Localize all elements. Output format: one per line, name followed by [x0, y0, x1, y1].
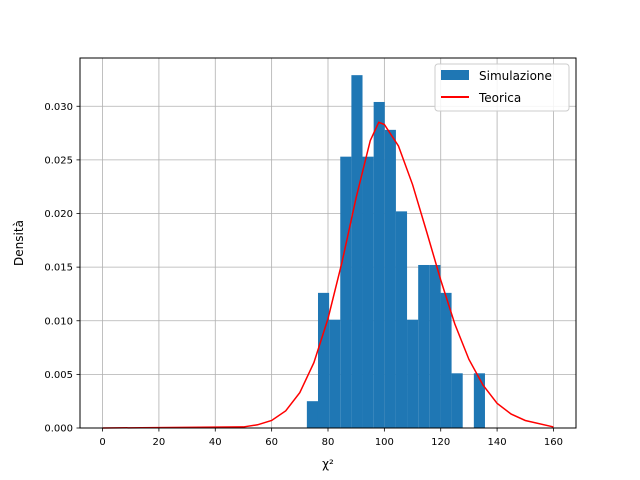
- histogram-bar: [451, 373, 463, 428]
- histogram-bar: [373, 101, 385, 429]
- y-axis-ticks: 0.000 0.005 0.010 0.015 0.020 0.025 0.030: [44, 102, 80, 435]
- x-axis-label: χ²: [322, 457, 334, 471]
- legend-label-teorica: Teorica: [478, 91, 521, 105]
- x-tick-label: 20: [153, 437, 166, 448]
- y-tick-label: 0.030: [44, 102, 73, 113]
- histogram-bars: [306, 75, 485, 429]
- y-axis-label: Densità: [12, 220, 26, 266]
- histogram-bar: [440, 292, 452, 428]
- histogram-bar: [384, 129, 396, 428]
- x-axis-ticks: 0 20 40 60 80 100 120 140 160: [99, 428, 563, 448]
- histogram-bar: [473, 373, 485, 428]
- histogram-bar: [317, 292, 330, 428]
- legend-swatch-simulazione: [441, 70, 469, 80]
- legend-label-simulazione: Simulazione: [479, 69, 552, 83]
- histogram-bar: [351, 75, 363, 428]
- x-tick-label: 100: [375, 437, 394, 448]
- x-tick-label: 40: [209, 437, 222, 448]
- x-tick-label: 140: [488, 437, 507, 448]
- histogram-bar: [340, 156, 352, 428]
- y-tick-label: 0.005: [44, 370, 73, 381]
- y-tick-label: 0.010: [44, 316, 73, 327]
- x-tick-label: 160: [544, 437, 563, 448]
- x-tick-label: 0: [99, 437, 105, 448]
- histogram-bar: [362, 156, 374, 428]
- y-tick-label: 0.015: [44, 263, 73, 274]
- histogram-bar: [306, 401, 318, 428]
- histogram-bar: [395, 211, 408, 428]
- x-tick-label: 60: [265, 437, 278, 448]
- x-tick-label: 120: [431, 437, 450, 448]
- theory-line: [102, 121, 554, 429]
- histogram-bar: [407, 319, 419, 428]
- x-tick-label: 80: [322, 437, 335, 448]
- histogram-bar: [418, 264, 430, 428]
- y-tick-label: 0.000: [44, 424, 73, 435]
- histogram-bar: [329, 319, 341, 428]
- theory-curve: [102, 121, 554, 429]
- histogram-bar: [429, 264, 441, 428]
- y-tick-label: 0.020: [44, 209, 73, 220]
- y-tick-label: 0.025: [44, 155, 73, 166]
- legend: Simulazione Teorica: [434, 63, 570, 112]
